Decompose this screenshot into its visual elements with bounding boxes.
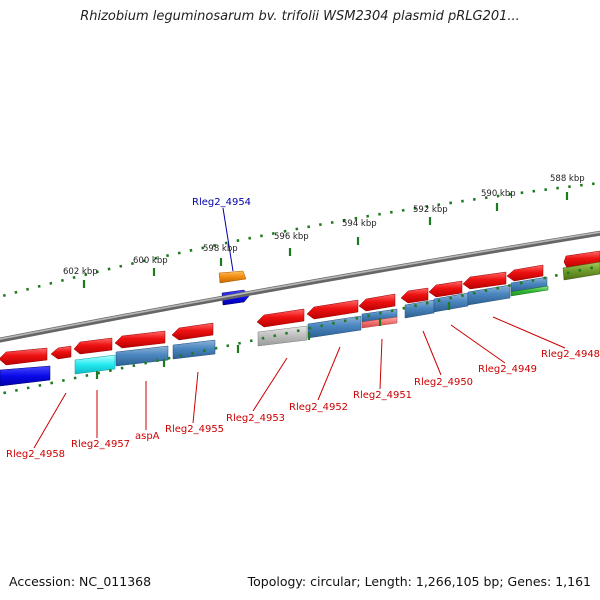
gene-label: Rleg2_4951 (353, 390, 412, 401)
gene-label: Rleg2_4953 (226, 413, 285, 424)
gene-label: aspA (135, 431, 160, 442)
gene-box (307, 315, 362, 339)
gene-box (467, 284, 511, 306)
reverse-strand-row-2 (0, 276, 549, 387)
leader-line (192, 371, 199, 424)
gene-arrow (218, 270, 247, 284)
gene-labels: Rleg2_4954 Rleg2_4958 Rleg2_4957 aspA Rl… (6, 197, 600, 460)
position-label: 590 kbp (481, 189, 516, 199)
genome-backbone (0, 230, 600, 343)
map-title: Rhizobium leguminosarum bv. trifolii WSM… (80, 9, 520, 24)
gene-box (74, 354, 116, 375)
gene-arrow (306, 299, 359, 320)
inner-position-ring (0, 264, 600, 396)
leader-line (492, 316, 566, 349)
leader-line (379, 338, 383, 390)
gene-label: Rleg2_4955 (165, 424, 224, 435)
gene-box (0, 365, 51, 387)
gene-arrow (256, 308, 305, 328)
gene-box (433, 292, 469, 313)
position-label: 588 kbp (550, 174, 585, 184)
reverse-strand-row-1 (0, 264, 544, 366)
leader-line (422, 330, 442, 376)
gene-arrow (50, 345, 72, 360)
gene-label: Rleg2_4950 (414, 377, 473, 388)
leader-line (450, 324, 506, 364)
gene-label: Rleg2_4958 (6, 449, 65, 460)
gene-arrow (73, 337, 113, 355)
gene-arrow (428, 280, 463, 298)
position-label: 598 kbp (203, 244, 238, 254)
position-labels: 602 kbp 600 kbp 598 kbp 596 kbp 594 kbp … (63, 174, 585, 277)
position-label: 596 kbp (274, 232, 309, 242)
gene-arrow (0, 347, 48, 366)
leader-line (33, 392, 67, 449)
gene-label: Rleg2_4952 (289, 402, 348, 413)
gene-box (510, 285, 549, 297)
gene-label: Rleg2_4948 (541, 349, 600, 360)
gene-arrow (506, 264, 544, 282)
gene-box (172, 339, 216, 360)
gene-arrow (171, 322, 214, 341)
position-label: 594 kbp (342, 219, 377, 229)
position-label: 592 kbp (413, 205, 448, 215)
gene-label: Rleg2_4949 (478, 364, 537, 375)
accession-text: Accession: NC_011368 (9, 574, 152, 589)
gene-arrow (114, 330, 166, 349)
leader-line (317, 346, 341, 401)
gene-arrow (358, 293, 396, 312)
label-leaders (33, 207, 566, 449)
position-label: 602 kbp (63, 267, 98, 277)
gene-arrow (400, 287, 429, 304)
gene-arrow (562, 261, 600, 281)
topology-summary: Topology: circular; Length: 1,266,105 bp… (247, 574, 591, 589)
gene-arrow (462, 271, 507, 290)
gene-box (115, 345, 169, 367)
gene-label: Rleg2_4957 (71, 439, 130, 450)
position-label: 600 kbp (133, 256, 168, 266)
gene-label: Rleg2_4954 (192, 197, 251, 208)
leader-line (222, 207, 234, 272)
outer-position-ring (0, 181, 600, 298)
gene-box (257, 325, 308, 347)
leader-line (252, 357, 288, 412)
